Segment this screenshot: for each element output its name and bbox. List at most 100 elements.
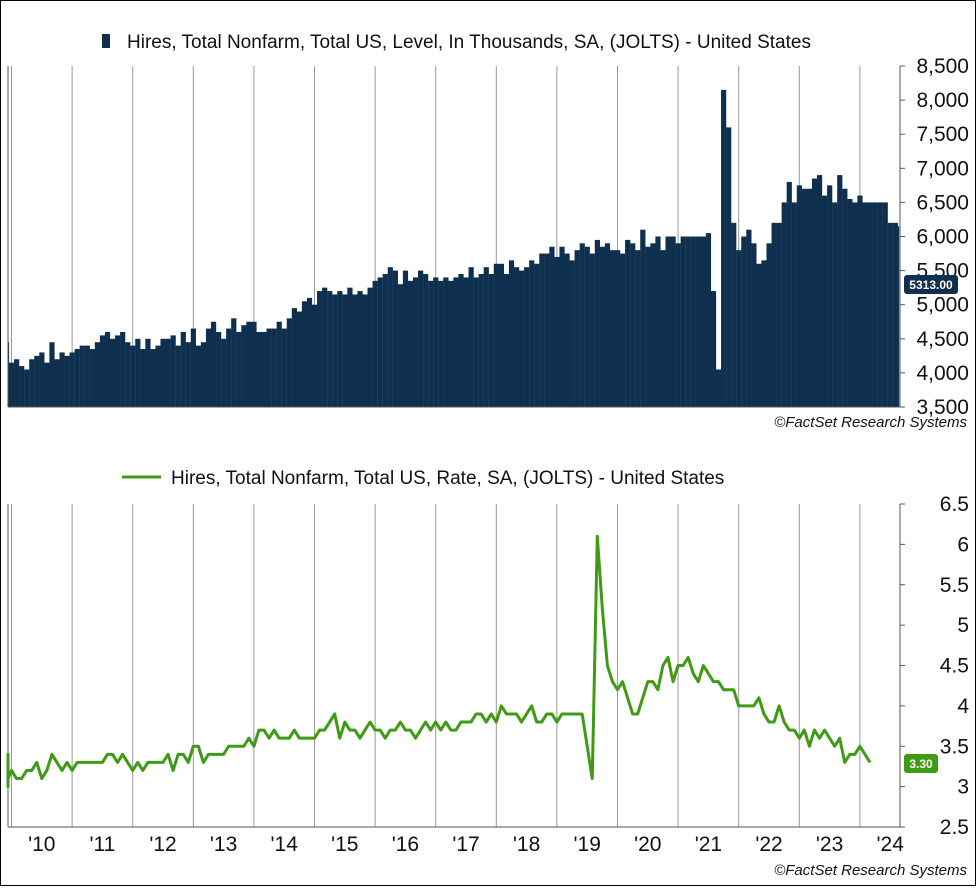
bar xyxy=(155,345,161,407)
bar xyxy=(524,267,530,407)
bar xyxy=(625,239,631,407)
bar xyxy=(620,253,626,407)
bar xyxy=(115,335,121,407)
rate-series-line xyxy=(6,534,872,789)
bar xyxy=(630,243,636,407)
bar xyxy=(746,229,752,407)
bar xyxy=(221,338,227,407)
bar xyxy=(877,202,883,407)
x-tick-label: '17 xyxy=(452,833,479,856)
y-tick-label: 8,500 xyxy=(916,55,969,78)
bar xyxy=(104,331,111,407)
bar xyxy=(614,250,621,407)
bar xyxy=(402,270,409,407)
bar xyxy=(781,202,787,407)
bar xyxy=(609,250,616,407)
bar xyxy=(347,287,353,407)
y-tick-label: 6 xyxy=(957,533,969,556)
rate-badge-background xyxy=(904,754,938,773)
bar xyxy=(322,287,328,407)
bar xyxy=(488,274,494,407)
x-tick-label: '23 xyxy=(816,833,843,856)
bar xyxy=(822,195,828,407)
bar xyxy=(498,263,505,407)
x-tick-label: '13 xyxy=(210,833,237,856)
bar xyxy=(872,202,878,407)
x-tick-label: '21 xyxy=(695,833,722,856)
bar xyxy=(463,277,469,407)
bar xyxy=(503,274,510,407)
bar xyxy=(635,250,641,407)
bar xyxy=(832,202,838,407)
bar xyxy=(44,362,50,407)
bar xyxy=(710,291,717,407)
bar xyxy=(453,277,459,407)
bar xyxy=(69,352,75,407)
level-badge-background xyxy=(904,275,958,294)
bar xyxy=(251,321,257,407)
bar xyxy=(286,318,292,407)
bar xyxy=(64,355,70,407)
bar xyxy=(655,236,661,407)
bar xyxy=(190,328,196,407)
bar xyxy=(544,253,550,407)
bar xyxy=(317,291,323,407)
bar xyxy=(84,345,90,407)
y-tick-label: 7,000 xyxy=(916,157,969,180)
bar xyxy=(332,294,338,407)
bar xyxy=(837,175,843,407)
bar xyxy=(210,321,217,407)
x-tick-label: '20 xyxy=(634,833,661,856)
rate-badge-value: 3.30 xyxy=(909,757,933,771)
bar xyxy=(508,260,515,407)
bar xyxy=(569,260,575,407)
bar xyxy=(226,328,232,407)
bar xyxy=(554,256,560,407)
y-tick-label: 5,000 xyxy=(916,294,969,317)
x-tick-label: '12 xyxy=(149,833,176,856)
x-tick-label: '16 xyxy=(392,833,419,856)
bar xyxy=(59,352,65,407)
bar xyxy=(34,355,40,407)
bar xyxy=(352,294,358,407)
bar xyxy=(49,342,55,407)
bar xyxy=(751,243,757,407)
x-tick-label: '19 xyxy=(574,833,601,856)
bar xyxy=(357,291,363,407)
bar xyxy=(519,270,525,407)
y-tick-label: 7,500 xyxy=(916,123,969,146)
y-tick-label: 3.5 xyxy=(940,735,969,758)
bar xyxy=(715,369,722,407)
bar xyxy=(690,236,696,407)
bar xyxy=(791,202,797,407)
bar xyxy=(584,246,590,407)
bar xyxy=(271,328,277,407)
bar xyxy=(145,338,151,407)
bar xyxy=(650,243,656,407)
bar xyxy=(857,195,863,407)
bar xyxy=(200,342,207,407)
y-tick-label: 4,000 xyxy=(916,362,969,385)
bar xyxy=(428,280,434,407)
rate-chart-axes xyxy=(7,504,901,828)
bar xyxy=(301,301,308,407)
bar xyxy=(89,349,95,407)
bar xyxy=(539,253,545,407)
bar xyxy=(306,297,313,407)
y-tick-label: 5 xyxy=(957,614,969,637)
bar xyxy=(816,175,823,407)
bar xyxy=(534,263,540,407)
rate-chart-y-ticks: 2.5 3 3.5 4 4.5 5 5.5 6 6.5 xyxy=(900,493,969,839)
bar xyxy=(407,280,414,407)
x-tick-label: '10 xyxy=(28,833,55,856)
rate-last-value-badge: 3.30 xyxy=(904,754,938,773)
bar xyxy=(862,202,868,407)
bar xyxy=(180,331,186,407)
bar xyxy=(796,185,802,407)
bar xyxy=(125,342,131,407)
bar xyxy=(337,291,343,407)
bar xyxy=(438,280,444,407)
bar xyxy=(120,331,126,407)
bar xyxy=(806,188,813,407)
bar xyxy=(382,274,388,407)
